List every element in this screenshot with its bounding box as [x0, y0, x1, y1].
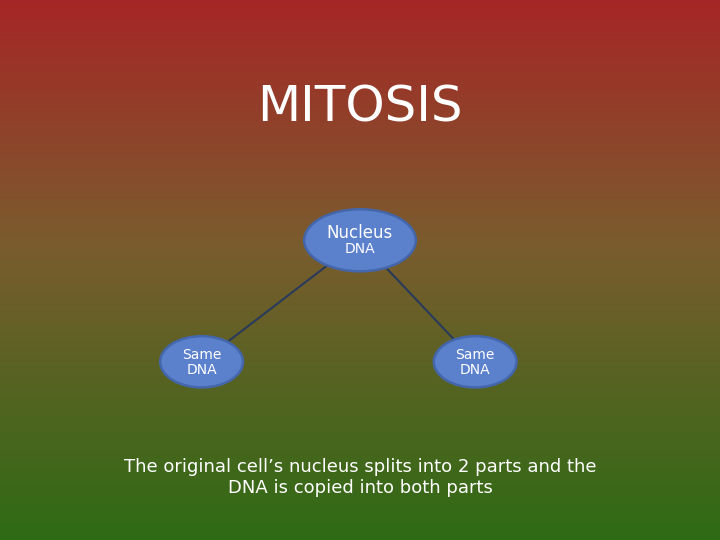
- Ellipse shape: [161, 336, 243, 388]
- Text: MITOSIS: MITOSIS: [257, 84, 463, 132]
- Text: DNA: DNA: [186, 363, 217, 377]
- Text: DNA: DNA: [345, 242, 375, 256]
- Ellipse shape: [304, 209, 416, 271]
- Text: Same: Same: [182, 348, 221, 362]
- Text: Same: Same: [456, 348, 495, 362]
- Text: The original cell’s nucleus splits into 2 parts and the
DNA is copied into both : The original cell’s nucleus splits into …: [124, 458, 596, 497]
- Text: Nucleus: Nucleus: [327, 224, 393, 242]
- Text: DNA: DNA: [460, 363, 490, 377]
- Ellipse shape: [434, 336, 517, 388]
